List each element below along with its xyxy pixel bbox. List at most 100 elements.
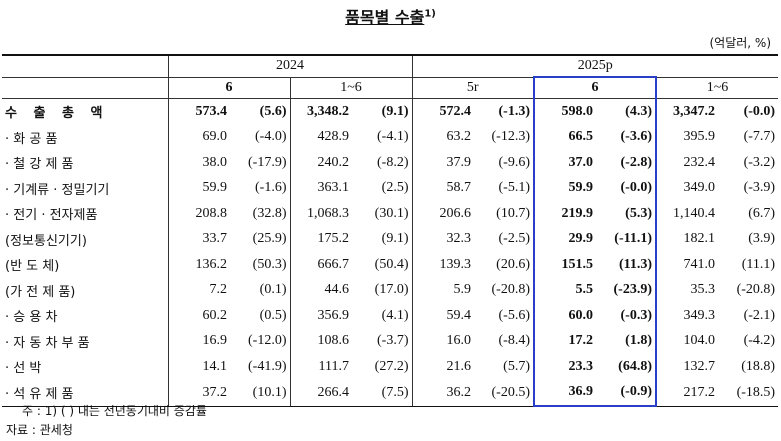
value: 349.0 [655,175,717,201]
row-label: · 철 강 제 품 [2,150,169,176]
change: (-20.5) [473,379,534,407]
change: (-23.9) [595,277,657,303]
table-row: · 기계류 · 정밀기기 59.9 (-1.6) 363.1 (2.5) 58.7 (-5.… [2,175,778,201]
change: (50.4) [374,256,409,272]
value: 219.9 [533,201,595,227]
table-row: (반 도 체) 136.2 (50.3) 666.7 (50.4) 139.3 (20.6)… [2,252,778,278]
value: 58.7 [411,175,473,201]
change: (-4.0) [255,129,287,145]
change: (6.7) [748,205,776,221]
change: (30.1) [374,205,409,221]
table-row: (정보통신기기) 33.7 (25.9) 175.2 (9.1) 32.3 (-2.5) 29… [2,226,778,252]
value: 395.9 [655,124,717,150]
row-label: · 석 유 제 품 [2,379,169,407]
change: (0.5) [259,307,287,323]
value: 666.7 [289,252,351,278]
title-note: 1) [424,8,436,20]
value: 23.3 [533,354,595,380]
row-label: · 전기 · 전자제품 [2,201,169,227]
value: 37.9 [411,150,473,176]
change: (-8.2) [377,154,409,170]
value: 598.0 [533,98,595,125]
table-row: 수 출 총 액 573.4 (5.6) 3,348.2 (9.1) 572.4 (-1.3)… [2,98,778,125]
value: 206.6 [411,201,473,227]
change: (-8.4) [498,333,531,349]
value: 240.2 [289,150,351,176]
change: (5.7) [503,358,530,374]
change: (25.9) [252,231,287,247]
value: 139.3 [411,252,473,278]
change: (-0.0) [595,175,657,201]
value: 356.9 [289,303,351,329]
change: (9.1) [381,231,409,247]
value: 349.3 [655,303,717,329]
table-row: · 석 유 제 품 37.2 (10.1) 266.4 (7.5) 36.2 (-20.5)… [2,379,779,407]
value: 111.7 [289,354,351,380]
change: (-4.1) [377,129,409,145]
change: (7.5) [351,379,412,407]
change: (2.5) [381,180,409,196]
change: (-2.8) [595,150,657,176]
change: (27.2) [374,358,409,374]
change: (-1.3) [498,103,531,119]
change: (-7.7) [743,129,776,145]
value: 60.0 [533,303,595,329]
year: 2025p [411,54,779,78]
value: 5.5 [533,277,595,303]
change: (9.1) [381,103,409,119]
value: 232.4 [655,150,717,176]
change: (11.3) [595,252,657,278]
year: 2024 [167,54,412,78]
change: (-41.9) [248,358,287,374]
value: 44.6 [289,277,351,303]
table-row: · 철 강 제 품 38.0 (-17.9) 240.2 (-8.2) 37.9 (-9.6… [2,150,778,176]
row-label: · 기계류 · 정밀기기 [2,175,169,201]
change: (64.8) [595,354,657,380]
value: 37.2 [167,379,229,407]
value: 182.1 [655,226,717,252]
row-label: · 화 공 품 [2,124,169,150]
change: (50.3) [252,256,287,272]
value: 208.8 [167,201,229,227]
change: (-12.3) [491,129,531,145]
value: 108.6 [289,328,351,354]
change: (-3.6) [595,124,657,150]
value: 29.9 [533,226,595,252]
value: 573.4 [167,98,229,125]
value: 572.4 [411,98,473,125]
row-label: · 선 박 [2,354,169,380]
change: (-2.5) [498,231,531,247]
change: (-20.8) [736,282,776,298]
change: (-3.2) [743,154,776,170]
value: 59.9 [167,175,229,201]
value: 363.1 [289,175,351,201]
change: (-18.5) [717,379,779,407]
value: 17.2 [533,328,595,354]
export-table: 2024 2025p 6 1~6 5r 6 1~6 수 출 총 액 573.4 (5… [2,54,779,407]
change: (-20.8) [491,282,531,298]
value: 59.9 [533,175,595,201]
change: (32.8) [252,205,287,221]
value: 63.2 [411,124,473,150]
blank [2,77,168,99]
table-row: · 화 공 품 69.0 (-4.0) 428.9 (-4.1) 63.2 (-12.3) 6… [2,124,778,150]
value: 38.0 [167,150,229,176]
table-row: · 전기 · 전자제품 208.8 (32.8) 1,068.3 (30.1) 206.6… [2,201,778,227]
table-row: (가 전 제 품) 7.2 (0.1) 44.6 (17.0) 5.9 (-20.8) 5.5… [2,277,778,303]
change: (-0.3) [595,303,657,329]
table-row: · 선 박 14.1 (-41.9) 111.7 (27.2) 21.6 (5.7) 23.3… [2,354,778,380]
unit: (억달러, %) [709,36,771,50]
source: 자료 : 관세청 [6,423,73,437]
change: (-0.0) [743,103,776,119]
value: 217.2 [655,379,717,407]
value: 1,068.3 [289,201,351,227]
change: (5.6) [259,103,287,119]
period: 5r [411,77,534,99]
value: 66.5 [533,124,595,150]
change: (-17.9) [248,154,287,170]
change: (1.8) [595,328,657,354]
value: 33.7 [167,226,229,252]
change: (5.3) [595,201,657,227]
change: (20.6) [496,256,530,272]
